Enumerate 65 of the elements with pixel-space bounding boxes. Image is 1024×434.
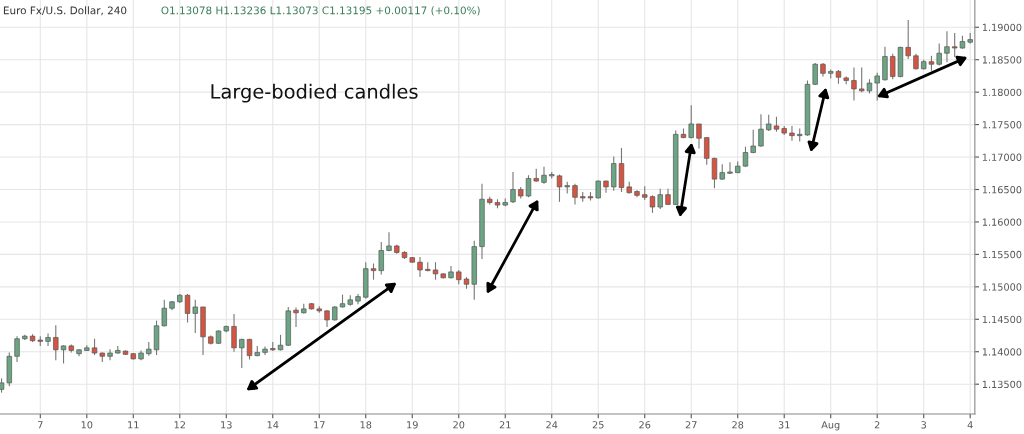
- candlestick: [556, 174, 563, 203]
- candlestick: [882, 46, 888, 82]
- candlestick: [239, 338, 245, 369]
- x-tick-label: 18: [360, 421, 372, 429]
- y-tick-label: 1.19000: [982, 23, 1022, 32]
- x-tick-label: 7: [38, 421, 43, 429]
- x-tick-label: 27: [685, 421, 697, 429]
- candlestick: [874, 72, 880, 102]
- y-tick-label: 1.15000: [982, 283, 1022, 291]
- y-tick-label: 1.16500: [982, 185, 1022, 194]
- x-tick-label: 20: [453, 421, 465, 429]
- x-tick-label: 21: [499, 421, 511, 429]
- x-tick-label: 13: [221, 421, 232, 429]
- x-tick-label: 25: [592, 421, 604, 429]
- y-tick-label: 1.16000: [982, 218, 1022, 226]
- candlestick: [851, 66, 857, 102]
- candlestick: [711, 157, 718, 189]
- candlestick: [14, 335, 20, 363]
- x-tick-label: 3: [921, 421, 927, 429]
- y-tick-label: 1.18000: [982, 88, 1022, 96]
- candlestick: [595, 179, 601, 200]
- annotation: Large-bodied candles: [211, 83, 418, 103]
- x-tick-label: 24: [546, 421, 558, 429]
- candlestick: [45, 333, 51, 347]
- x-tick-label: 2: [874, 421, 880, 429]
- candlestick: [611, 155, 617, 192]
- candlestick: [727, 161, 733, 175]
- candlestick: [107, 348, 113, 361]
- x-tick-label: 10: [81, 421, 93, 429]
- candlestick: [510, 171, 516, 204]
- y-tick-label: 1.17500: [982, 121, 1022, 129]
- y-tick-label: 1.17000: [982, 153, 1022, 161]
- candlestick: [905, 19, 911, 60]
- candlestick: [936, 42, 942, 67]
- x-tick-label: 31: [778, 421, 790, 429]
- candlestick: [417, 256, 423, 278]
- candlestick: [789, 125, 795, 142]
- candlestick: [541, 166, 547, 185]
- x-tick-label: 26: [639, 421, 651, 429]
- x-tick-label: 28: [732, 421, 744, 429]
- candlestick: [696, 123, 702, 150]
- candlestick: [53, 324, 59, 361]
- y-tick-label: 1.15500: [982, 250, 1022, 259]
- candlestick: [758, 113, 764, 148]
- text: Euro Fx/U.S. Dollar, 240: [3, 6, 127, 16]
- x-tick-label: 11: [128, 421, 139, 429]
- x-tick-label: Aug: [821, 421, 840, 431]
- y-tick-label: 1.14000: [982, 348, 1022, 356]
- candlestick: [657, 188, 663, 210]
- text: O1.13078 H1.13236 L1.13073 C1.13195 +0.00117 (+0.10%): [161, 6, 480, 16]
- candlestick: [572, 183, 578, 205]
- x-tick-label: 14: [267, 421, 279, 429]
- y-tick-label: 1.18500: [982, 56, 1022, 64]
- candlestick: [688, 104, 694, 139]
- candlestick: [293, 307, 299, 328]
- x-tick-label: 17: [314, 421, 325, 429]
- candlestick: [704, 137, 710, 166]
- x-tick-label: 4: [967, 421, 973, 429]
- y-tick-label: 1.13500: [982, 380, 1022, 389]
- candlestick: [944, 30, 950, 63]
- y-tick-label: 1.14500: [982, 315, 1022, 324]
- candlestick: [231, 313, 237, 353]
- x-tick-label: 19: [407, 421, 418, 429]
- candlestick: [378, 241, 384, 276]
- x-tick-label: 12: [174, 421, 185, 429]
